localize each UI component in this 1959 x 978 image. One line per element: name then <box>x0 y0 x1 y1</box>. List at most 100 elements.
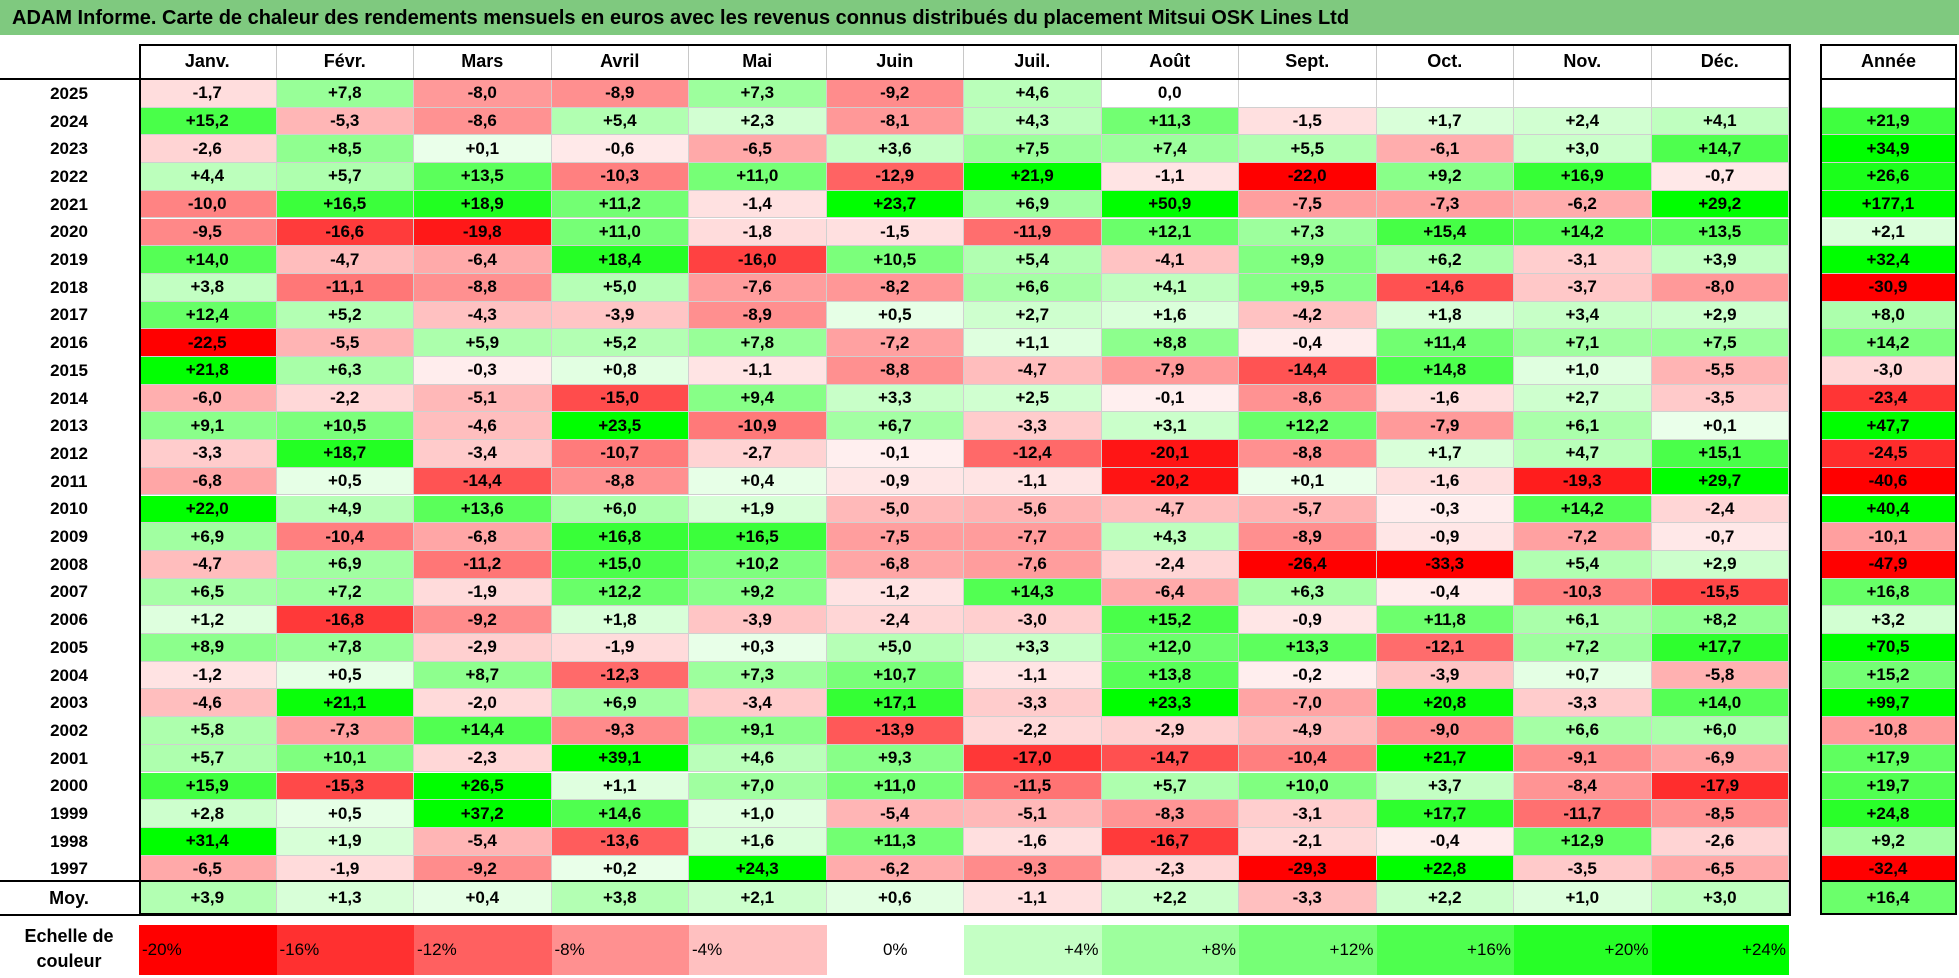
heat-cell: -6,8 <box>826 550 964 579</box>
title-bar: ADAM Informe. Carte de chaleur des rende… <box>0 0 1959 37</box>
heat-cell: -16,7 <box>1101 827 1239 856</box>
heat-cell: +10,7 <box>826 661 964 690</box>
annual-cell: +2,1 <box>1820 218 1957 247</box>
heat-cell: +16,8 <box>551 523 689 551</box>
heat-cell: -6,2 <box>826 855 964 884</box>
heat-cell: +18,7 <box>276 440 414 468</box>
heat-cell: -19,3 <box>1514 467 1652 496</box>
heat-cell: +14,6 <box>551 800 689 828</box>
heat-cell: -14,6 <box>1376 273 1514 302</box>
heat-cell <box>1514 80 1652 108</box>
heat-cell: -1,5 <box>1239 107 1377 136</box>
heat-cell: -15,5 <box>1651 578 1789 607</box>
year-label: 2012 <box>50 443 88 463</box>
heat-cell: -1,4 <box>689 190 827 219</box>
heat-cell: -11,5 <box>964 772 1102 801</box>
annual-cell: -32,4 <box>1820 855 1957 884</box>
scale-swatch: -8% <box>551 925 689 975</box>
heat-cell: -9,0 <box>1376 717 1514 745</box>
heat-cell: -8,3 <box>1101 800 1239 828</box>
heat-cell: -8,5 <box>1651 800 1789 828</box>
heat-cell: -5,4 <box>414 827 552 856</box>
year-label: 2008 <box>50 554 88 574</box>
header-divider-annual <box>1820 78 1957 80</box>
heat-cell: +8,2 <box>1651 606 1789 634</box>
year-label: 2019 <box>50 250 88 270</box>
heat-cell: -3,9 <box>551 301 689 330</box>
heat-cell: +15,2 <box>1101 606 1239 634</box>
annual-cell: -10,1 <box>1820 523 1957 551</box>
heat-cell: +0,5 <box>276 661 414 690</box>
heat-cell: -0,9 <box>1376 523 1514 551</box>
heat-cell: +3,8 <box>139 273 277 302</box>
heat-cell: -16,6 <box>276 218 414 247</box>
heat-cell: +3,7 <box>1376 772 1514 801</box>
heat-cell: +8,7 <box>414 661 552 690</box>
month-header: Févr. <box>277 44 414 78</box>
year-label: 2001 <box>50 748 88 768</box>
heat-cell: -5,6 <box>964 495 1102 524</box>
heat-cell: +5,2 <box>276 301 414 330</box>
heat-cell: -6,5 <box>689 135 827 164</box>
month-header: Avril <box>552 44 689 78</box>
year-label: 2013 <box>50 416 88 436</box>
heat-cell: +7,5 <box>1651 329 1789 357</box>
heat-cell: +4,7 <box>1514 440 1652 468</box>
heat-cell: -5,5 <box>1651 357 1789 385</box>
heat-cell: -6,8 <box>414 523 552 551</box>
heat-cell: -8,9 <box>551 80 689 108</box>
heat-cell: +4,3 <box>1101 523 1239 551</box>
heat-cell: +1,9 <box>276 827 414 856</box>
heat-cell: +6,9 <box>551 689 689 718</box>
annual-cell: +47,7 <box>1820 412 1957 441</box>
month-header: Sept. <box>1239 44 1377 78</box>
heat-cell: +7,2 <box>276 578 414 607</box>
heat-cell: +6,3 <box>1239 578 1377 607</box>
heat-cell: +11,0 <box>826 772 964 801</box>
heat-cell: +6,1 <box>1514 606 1652 634</box>
heat-cell: -15,3 <box>276 772 414 801</box>
heat-cell: +12,0 <box>1101 634 1239 662</box>
heat-cell: +1,7 <box>1376 440 1514 468</box>
heat-cell: +18,4 <box>551 246 689 274</box>
heat-cell: -8,8 <box>551 467 689 496</box>
heat-cell: +5,4 <box>964 246 1102 274</box>
annual-cell: +14,2 <box>1820 329 1957 357</box>
annual-cell: -24,5 <box>1820 440 1957 468</box>
heat-cell: +12,2 <box>1239 412 1377 441</box>
heat-cell: +16,9 <box>1514 163 1652 191</box>
heat-cell: -8,4 <box>1514 772 1652 801</box>
heat-cell: -12,3 <box>551 661 689 690</box>
heat-cell: -8,8 <box>414 273 552 302</box>
heat-cell: -4,1 <box>1101 246 1239 274</box>
page-title: ADAM Informe. Carte de chaleur des rende… <box>12 7 1350 29</box>
heat-cell: -4,3 <box>414 301 552 330</box>
year-label: 2010 <box>50 499 88 519</box>
heat-cell: +8,8 <box>1101 329 1239 357</box>
heat-cell: +5,2 <box>551 329 689 357</box>
heat-cell: +5,4 <box>1514 550 1652 579</box>
heat-cell: -5,3 <box>276 107 414 136</box>
heat-cell: -2,6 <box>139 135 277 164</box>
annual-cell: +26,6 <box>1820 163 1957 191</box>
heat-cell: +10,0 <box>1239 772 1377 801</box>
heat-cell: -0,9 <box>1239 606 1377 634</box>
annual-cell: -40,6 <box>1820 467 1957 496</box>
year-label: 2021 <box>50 194 88 214</box>
heat-cell: -14,4 <box>1239 357 1377 385</box>
heat-cell: +3,3 <box>826 384 964 413</box>
heat-cell: -4,7 <box>139 550 277 579</box>
heat-cell: -13,9 <box>826 717 964 745</box>
annual-cell: +177,1 <box>1820 190 1957 219</box>
heat-cell: +0,5 <box>276 467 414 496</box>
heat-cell: +50,9 <box>1101 190 1239 219</box>
heat-cell: +2,7 <box>964 301 1102 330</box>
heat-cell: -4,7 <box>1101 495 1239 524</box>
heat-cell: -29,3 <box>1239 855 1377 884</box>
heat-cell: +4,6 <box>689 744 827 773</box>
heat-cell: -1,2 <box>826 578 964 607</box>
heat-cell: +7,8 <box>276 80 414 108</box>
month-header: Mars <box>414 44 552 78</box>
heat-cell <box>1376 80 1514 108</box>
heat-cell: +23,5 <box>551 412 689 441</box>
